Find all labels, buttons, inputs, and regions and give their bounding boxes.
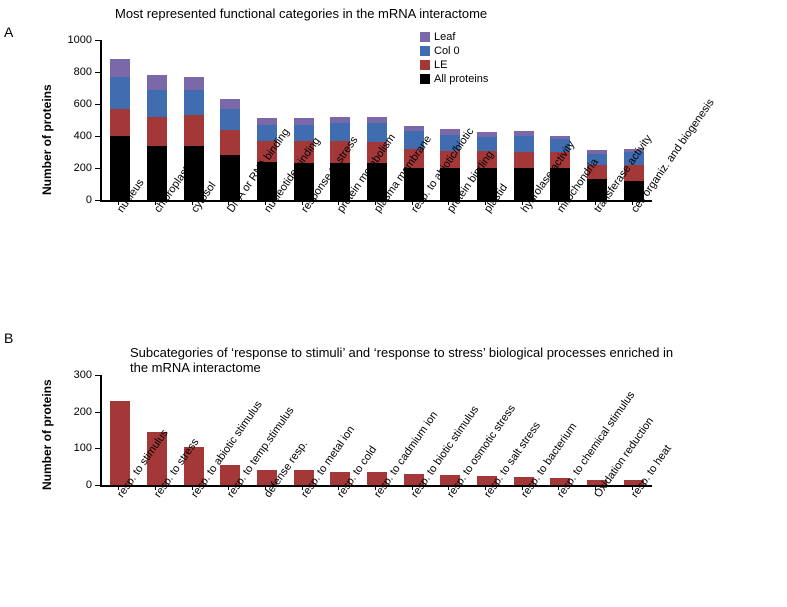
chart-a-ytick-mark <box>95 104 100 105</box>
chart-a-ytick-label: 400 <box>74 130 92 142</box>
legend-label: All proteins <box>434 72 488 86</box>
legend-swatch <box>420 46 430 56</box>
chart-a-ytick-mark <box>95 136 100 137</box>
chart-b-category-label: resp. to heat <box>629 493 639 500</box>
chart-a-ylabel: Number of proteins <box>40 84 54 195</box>
chart-a-bar-segment <box>514 131 534 136</box>
chart-a-legend-item: All proteins <box>420 72 488 86</box>
chart-a-category-label: chloroplast <box>152 208 162 215</box>
chart-b-category-label: resp. to salt stress <box>482 493 492 500</box>
chart-a-category-label: response to stress <box>299 208 309 215</box>
chart-a-bar-segment <box>147 117 167 146</box>
panel-b-label: B <box>4 330 13 346</box>
chart-a-bar-segment <box>294 118 314 124</box>
chart-a-bar-segment <box>330 117 350 123</box>
chart-a-title: Most represented functional categories i… <box>115 6 487 21</box>
chart-a-bar-segment <box>587 150 607 153</box>
chart-a-bar-segment <box>110 77 130 109</box>
chart-a-bar-segment <box>220 109 240 130</box>
chart-a-bar-segment <box>404 126 424 131</box>
chart-a-bar-segment <box>514 136 534 152</box>
chart-a-bar-segment <box>440 129 460 135</box>
chart-a-ytick-label: 200 <box>74 162 92 174</box>
chart-a-ytick-mark <box>95 168 100 169</box>
chart-a-bar-segment <box>220 130 240 156</box>
chart-b-ytick-mark <box>95 485 100 486</box>
panel-a-label: A <box>4 24 13 40</box>
chart-a-bar-segment <box>184 77 204 90</box>
chart-a-bar-segment <box>220 99 240 109</box>
chart-a-category-label: nucleotide binding <box>262 208 272 215</box>
chart-a-category-label: hydrolase activity <box>519 208 529 215</box>
chart-a-bar-segment <box>184 90 204 116</box>
chart-a-legend-item: Col 0 <box>420 44 488 58</box>
chart-b-ytick-label: 100 <box>74 442 92 454</box>
chart-b-category-label: resp. to temp.stimulus <box>225 493 235 500</box>
chart-a-bar-segment <box>257 118 277 124</box>
legend-label: Col 0 <box>434 44 460 58</box>
chart-a-ytick-label: 0 <box>86 194 92 206</box>
chart-a-ytick-mark <box>95 200 100 201</box>
chart-b-category-label: resp. to bacterium <box>519 493 529 500</box>
chart-a-category-label: protein binding <box>445 208 455 215</box>
chart-a-ytick-mark <box>95 72 100 73</box>
chart-a-bar-segment <box>367 117 387 123</box>
chart-a-bar-segment <box>477 132 497 137</box>
chart-a-bar-segment <box>110 109 130 136</box>
legend-label: LE <box>434 58 447 72</box>
chart-a: Number of proteins LeafCol 0LEAll protei… <box>40 30 760 330</box>
chart-b-ytick-label: 200 <box>74 406 92 418</box>
chart-b-category-label: resp. to cadmium ion <box>372 493 382 500</box>
chart-a-category-label: plasma membrane <box>372 208 382 215</box>
chart-b-category-label: resp. to stress <box>152 493 162 500</box>
legend-swatch <box>420 60 430 70</box>
chart-b-ytick-label: 0 <box>86 479 92 491</box>
chart-a-bar-segment <box>147 90 167 117</box>
chart-b-ytick-mark <box>95 412 100 413</box>
chart-a-ytick-mark <box>95 40 100 41</box>
chart-b-ytick-mark <box>95 375 100 376</box>
chart-b-category-label: resp. to osmotic stress <box>445 493 455 500</box>
chart-b-category-label: Oxidation reduction <box>592 493 602 500</box>
chart-a-category-label: protein metabolism <box>335 208 345 215</box>
legend-swatch <box>420 74 430 84</box>
chart-b-category-label: resp. to metal ion <box>299 493 309 500</box>
chart-b-category-label: resp. to chemical stimulus <box>555 493 565 500</box>
chart-b-category-label: resp. to abiotic stimulus <box>189 493 199 500</box>
chart-a-category-label: resp. to abiotic/biotic <box>409 208 419 215</box>
chart-a-bar-segment <box>110 59 130 77</box>
chart-b-ylabel: Number of proteins <box>40 379 54 490</box>
chart-a-bar-segment <box>184 115 204 145</box>
chart-a-ytick-label: 1000 <box>68 34 92 46</box>
chart-b-category-label: defense resp. <box>262 493 272 500</box>
chart-b-category-label: resp. to biotic stimulus <box>409 493 419 500</box>
chart-a-category-label: cell organiz. and biogenesis <box>629 208 639 215</box>
chart-a-category-label: transferase activity <box>592 208 602 215</box>
chart-b-category-label: resp. to cold <box>335 493 345 500</box>
chart-a-bar-segment <box>147 75 167 89</box>
chart-a-category-label: mitochondria <box>555 208 565 215</box>
chart-a-category-label: nucleus <box>115 208 125 215</box>
chart-a-legend-item: LE <box>420 58 488 72</box>
legend-label: Leaf <box>434 30 455 44</box>
chart-b-ytick-mark <box>95 448 100 449</box>
chart-b-ytick-label: 300 <box>74 369 92 381</box>
chart-b-bar <box>110 401 130 485</box>
chart-b-category-label: resp. to stimulus <box>115 493 125 500</box>
chart-a-legend-item: Leaf <box>420 30 488 44</box>
chart-a-ytick-label: 600 <box>74 98 92 110</box>
chart-a-bar-segment <box>514 152 534 168</box>
chart-b: Number of proteins 0 100 200 300 resp. to st… <box>40 350 760 600</box>
chart-a-category-label: plastid <box>482 208 492 215</box>
legend-swatch <box>420 32 430 42</box>
chart-a-category-label: DNA or RNA binding <box>225 208 235 215</box>
chart-a-category-label: cytosol <box>189 208 199 215</box>
chart-a-ytick-label: 800 <box>74 66 92 78</box>
chart-a-legend: LeafCol 0LEAll proteins <box>420 30 488 86</box>
